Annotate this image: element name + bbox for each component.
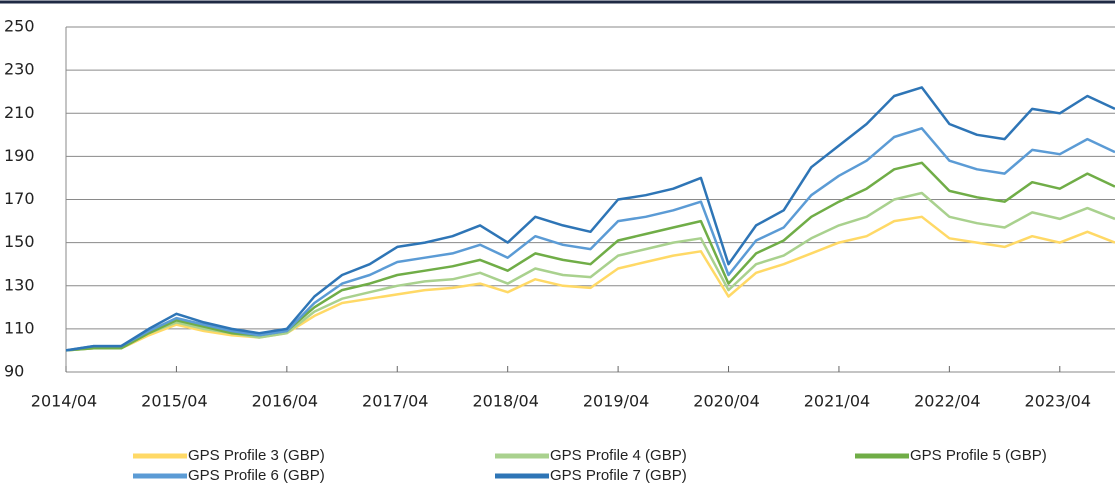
y-tick-label: 90 [4, 362, 24, 381]
series-line [65, 86, 1115, 352]
y-tick-label: 250 [4, 17, 35, 36]
x-tick-label: 2023/04 [1025, 392, 1091, 411]
y-tick-label: 230 [4, 60, 35, 79]
y-tick-label: 110 [4, 318, 35, 337]
x-tick-label: 2017/04 [362, 392, 428, 411]
series-line [65, 127, 1115, 352]
x-tick-label: 2022/04 [914, 392, 980, 411]
y-tick-label: 210 [4, 103, 35, 122]
x-tick-label: 2020/04 [693, 392, 759, 411]
legend-label: GPS Profile 3 (GBP) [188, 447, 325, 464]
y-tick-label: 150 [4, 232, 35, 251]
x-tick-label: 2018/04 [472, 392, 538, 411]
y-tick-label: 190 [4, 146, 35, 165]
y-tick-label: 170 [4, 189, 35, 208]
y-tick-label: 130 [4, 275, 35, 294]
series-line [65, 215, 1115, 352]
x-tick-label: 2015/04 [141, 392, 207, 411]
series-line [65, 161, 1115, 352]
legend-label: GPS Profile 7 (GBP) [550, 467, 687, 484]
x-tick-label: 2019/04 [583, 392, 649, 411]
x-tick-label: 2021/04 [804, 392, 870, 411]
legend-label: GPS Profile 6 (GBP) [188, 467, 325, 484]
legend-label: GPS Profile 4 (GBP) [550, 447, 687, 464]
x-tick-label: 2014/04 [31, 392, 97, 411]
legend-label: GPS Profile 5 (GBP) [910, 447, 1047, 464]
x-tick-label: 2016/04 [252, 392, 318, 411]
